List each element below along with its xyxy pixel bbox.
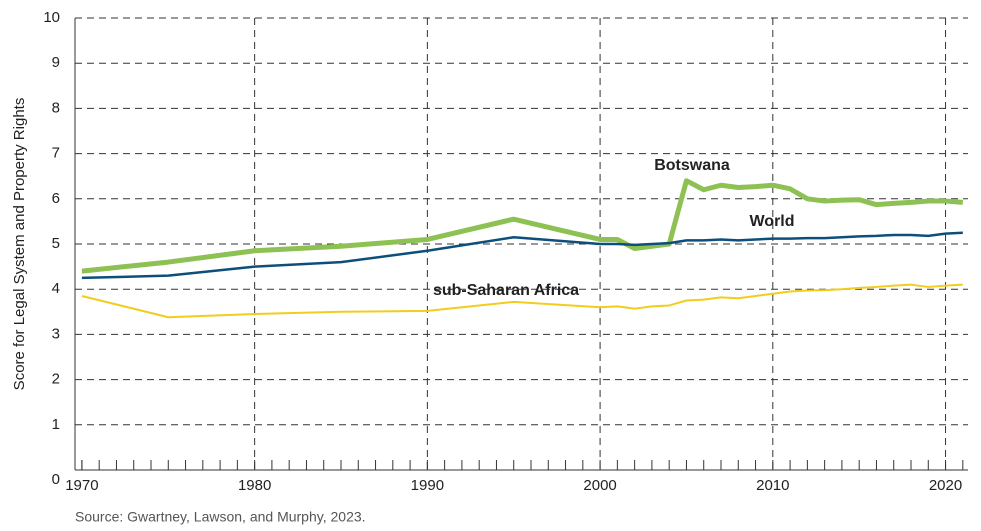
y-tick-label: 0 (52, 471, 60, 488)
y-tick-label: 1 (52, 416, 60, 433)
x-tick-label: 2020 (929, 477, 962, 494)
line-series (81, 231, 963, 280)
x-tick-label: 1980 (238, 477, 271, 494)
x-tick-label: 1990 (411, 477, 444, 494)
source: Source: Gwartney, Lawson, and Murphy, 20… (75, 509, 366, 525)
y-tick-label: 6 (52, 190, 60, 207)
y-tick-label: 5 (52, 235, 60, 252)
y-axis-label: Score for Legal System and Property Righ… (11, 98, 28, 391)
annotation: World (749, 213, 794, 230)
x-tick-label: 1970 (65, 477, 98, 494)
annotation: sub-Saharan Africa (433, 282, 579, 299)
y-tick-label: 7 (52, 145, 60, 162)
x-tick-label: 2010 (756, 477, 789, 494)
y-tick-label: 4 (52, 280, 60, 297)
y-tick-label: 2 (52, 371, 60, 388)
y-tick-label: 3 (52, 325, 60, 342)
annotation: Botswana (654, 157, 730, 174)
y-tick-label: 10 (43, 9, 60, 26)
y-tick-label: 8 (52, 99, 60, 116)
y-tick-label: 9 (52, 54, 60, 71)
line-series (81, 178, 964, 274)
line-series (81, 283, 963, 319)
x-tick-label: 2000 (583, 477, 616, 494)
